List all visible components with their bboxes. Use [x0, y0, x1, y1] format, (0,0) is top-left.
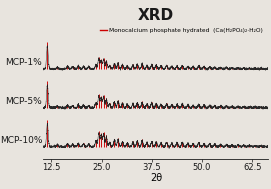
Text: MCP-5%: MCP-5% [5, 97, 42, 106]
Title: XRD: XRD [138, 8, 174, 23]
X-axis label: 2θ: 2θ [150, 173, 162, 183]
Text: MCP-10%: MCP-10% [0, 136, 42, 145]
Legend: Monocalcium phosphate hydrated  (Ca(H₂PO₄)₂·H₂O): Monocalcium phosphate hydrated (Ca(H₂PO₄… [98, 26, 265, 35]
Text: MCP-1%: MCP-1% [5, 58, 42, 67]
